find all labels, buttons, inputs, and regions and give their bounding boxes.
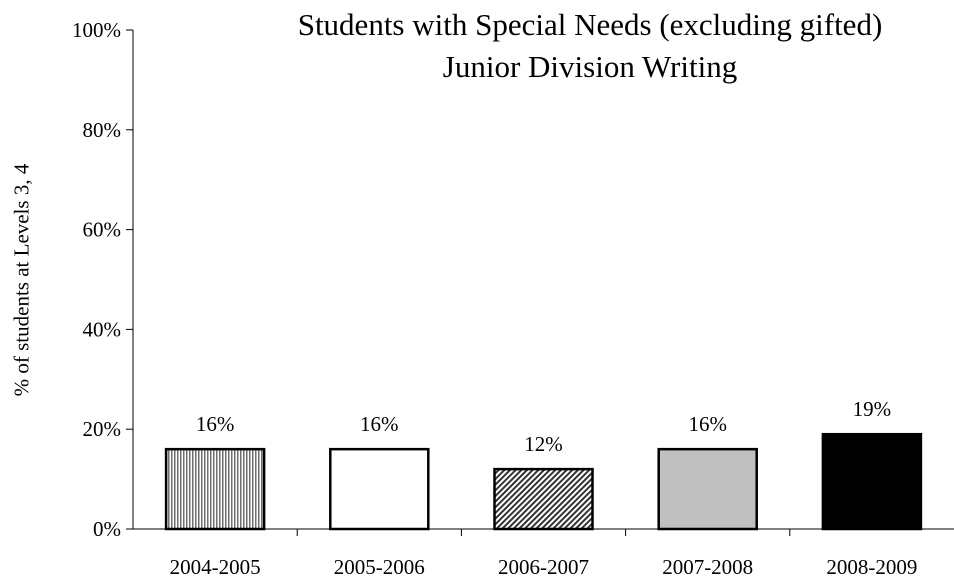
- x-tick-label: 2004-2005: [170, 555, 261, 579]
- data-label: 16%: [196, 412, 235, 436]
- data-label: 16%: [688, 412, 727, 436]
- data-label: 19%: [853, 397, 892, 421]
- bar-2005-2006: [329, 447, 430, 531]
- y-tick-label: 100%: [72, 18, 121, 42]
- y-axis-label: % of students at Levels 3, 4: [9, 163, 34, 397]
- bar-2004-2005: [164, 447, 266, 531]
- x-tick-label: 2007-2008: [662, 555, 753, 579]
- chart-subtitle: Junior Division Writing: [442, 49, 738, 84]
- x-tick-label: 2008-2009: [826, 555, 917, 579]
- y-tick-label: 80%: [83, 118, 122, 142]
- data-label: 16%: [360, 412, 399, 436]
- bar-2007-2008: [657, 447, 758, 531]
- y-tick-label: 0%: [93, 517, 121, 541]
- x-tick-label: 2005-2006: [334, 555, 425, 579]
- labels: 0% 20% 40% 60% 80% 100% 16% 2004-2005 16% 2005-20…: [72, 18, 917, 579]
- x-tick-label: 2006-2007: [498, 555, 589, 579]
- chart-title: Students with Special Needs (excluding g…: [297, 7, 883, 42]
- data-label: 12%: [524, 432, 563, 456]
- y-tick-label: 60%: [83, 218, 122, 242]
- y-tick-label: 20%: [83, 417, 122, 441]
- y-tick-label: 40%: [83, 317, 122, 341]
- bar-2008-2009: [821, 432, 923, 531]
- bars: [164, 432, 923, 531]
- bar-2006-2007: [493, 467, 594, 531]
